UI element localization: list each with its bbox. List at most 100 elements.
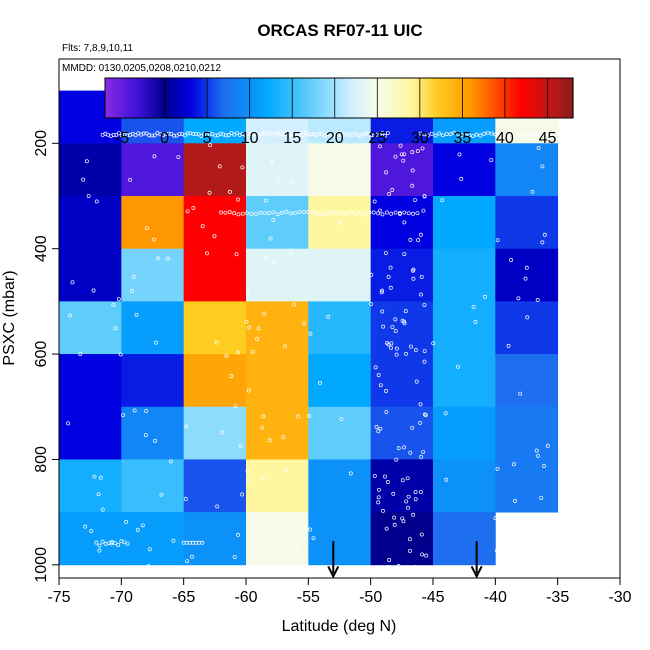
track-point [404, 351, 409, 356]
colorbar-segment [283, 78, 287, 118]
colorbar-segment [228, 78, 232, 118]
track-point [312, 154, 317, 159]
track-point [478, 133, 483, 138]
colorbar-segment [222, 78, 225, 118]
track-point [270, 132, 275, 137]
track-point [512, 132, 516, 137]
arrow-head [327, 565, 340, 579]
colorbar-segment [251, 78, 255, 118]
track-point [291, 302, 296, 307]
colorbar-segment [547, 78, 551, 118]
track-point [297, 210, 302, 215]
track-point [227, 210, 232, 215]
colorbar-segment [434, 78, 438, 118]
colorbar-segment [328, 78, 332, 118]
colorbar-segment [426, 78, 429, 118]
track-point [261, 414, 266, 419]
colorbar-segment [132, 78, 136, 118]
heatmap-cell [183, 406, 247, 460]
heatmap-cell [59, 406, 122, 460]
track-point [169, 131, 174, 136]
track-point [433, 133, 438, 138]
track-point [265, 131, 270, 136]
track-point [262, 211, 267, 216]
colorbar-segment [473, 78, 476, 118]
track-point [66, 421, 71, 426]
track-point [280, 210, 285, 215]
heatmap-cell [308, 512, 372, 566]
colorbar-segment [141, 78, 144, 118]
colorbar-segment [519, 78, 523, 118]
colorbar-segment [509, 78, 512, 118]
heatmap-cell [308, 301, 372, 355]
track-point [457, 152, 462, 157]
colorbar-segment [200, 78, 204, 118]
track-point [233, 404, 238, 409]
colorbar-segment [392, 78, 395, 118]
track-point [110, 540, 114, 544]
track-point [260, 475, 265, 480]
track-point [415, 211, 420, 216]
colorbar-segment [341, 78, 344, 118]
track-point [217, 164, 222, 169]
track-point [245, 211, 250, 216]
y-tick-label: 1000 [33, 547, 50, 583]
track-point [246, 291, 250, 296]
colorbar-segment [396, 78, 400, 118]
colorbar-segment [360, 78, 363, 118]
colorbar-segment [213, 78, 217, 118]
track-point [223, 210, 228, 215]
track-point [155, 256, 160, 261]
heatmap-cell [183, 143, 247, 197]
track-point [385, 480, 390, 484]
colorbar-segment [458, 78, 461, 118]
colorbar-segment [334, 78, 338, 118]
track-point [385, 565, 390, 569]
colorbar-segment [234, 78, 238, 118]
track-point [389, 211, 394, 216]
arrow-head [470, 565, 483, 579]
track-point [419, 292, 423, 297]
colorbar-segment [373, 78, 376, 118]
track-point [413, 497, 418, 502]
track-point [410, 567, 415, 572]
track-point [171, 538, 176, 543]
heatmap-cell [370, 143, 434, 197]
track-point [429, 131, 434, 136]
colorbar-segment [417, 78, 421, 118]
track-point [254, 211, 258, 216]
flights-note: Flts: 7,8,9,10,11 [62, 43, 133, 54]
track-point [394, 352, 399, 357]
track-point [401, 158, 406, 163]
track-point [269, 160, 274, 165]
track-point [97, 548, 102, 553]
track-point [150, 133, 154, 138]
colorbar-segment [275, 78, 278, 118]
track-point [267, 211, 272, 216]
heatmap-cell [370, 195, 434, 250]
colorbar-tick-label: 5 [203, 130, 212, 147]
track-point [117, 131, 122, 136]
colorbar-segment [415, 78, 419, 118]
colorbar-segment [268, 78, 272, 118]
colorbar-segment [264, 78, 268, 118]
colorbar-segment [145, 78, 149, 118]
track-point [94, 540, 99, 545]
heatmap-cell [370, 459, 434, 513]
x-axis-label: Latitude (deg N) [282, 618, 397, 635]
colorbar-segment [375, 78, 378, 118]
track-point [122, 540, 127, 545]
track-point [328, 210, 333, 215]
colorbar-segment [402, 78, 406, 118]
track-point [384, 409, 389, 414]
x-tick-label: -45 [421, 589, 444, 606]
track-point [354, 212, 359, 217]
track-point [406, 211, 411, 216]
track-point [411, 276, 416, 281]
track-point [345, 210, 350, 215]
track-point [92, 474, 97, 479]
colorbar-segment [366, 78, 370, 118]
track-point [518, 391, 523, 396]
colorbar-segment [126, 78, 129, 118]
heatmap-cell [308, 354, 372, 408]
